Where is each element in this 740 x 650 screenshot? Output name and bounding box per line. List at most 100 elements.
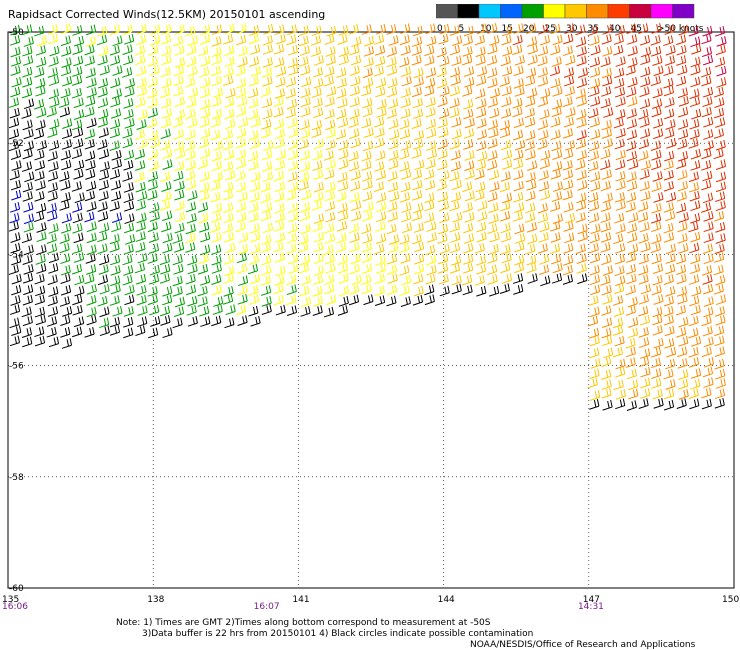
wind-barb	[413, 241, 425, 253]
barb-staff	[387, 207, 398, 212]
barb-feather	[718, 149, 721, 157]
barb-staff	[185, 176, 195, 181]
wind-barb	[513, 180, 524, 192]
barb-feather	[78, 98, 81, 106]
barb-staff	[450, 156, 461, 161]
barb-feather	[28, 99, 32, 107]
wind-barb	[451, 55, 462, 67]
barb-feather	[605, 233, 609, 241]
barb-feather	[711, 140, 714, 148]
barb-feather	[65, 88, 68, 96]
barb-staff	[198, 144, 209, 149]
wind-barb	[72, 44, 83, 55]
barb-feather	[482, 88, 486, 96]
barb-staff	[651, 113, 662, 118]
wind-barb	[539, 34, 551, 46]
wind-barb	[463, 222, 474, 234]
wind-barb	[225, 87, 236, 99]
barb-feather	[645, 191, 648, 199]
barb-staff	[122, 144, 133, 149]
wind-barb	[174, 189, 185, 201]
barb-feather	[131, 192, 134, 200]
barb-feather	[245, 243, 249, 252]
barb-staff	[477, 72, 487, 77]
barb-staff	[577, 73, 588, 78]
wind-barb	[9, 201, 21, 213]
barb-feather	[129, 78, 132, 87]
barb-feather	[92, 211, 95, 219]
barb-feather	[455, 117, 459, 126]
barb-staff	[86, 228, 97, 233]
barb-staff	[149, 144, 160, 149]
barb-feather	[342, 172, 345, 181]
barb-staff	[150, 41, 160, 46]
wind-barb	[689, 118, 700, 130]
barb-staff	[262, 177, 273, 182]
barb-staff	[298, 186, 309, 191]
barb-feather	[368, 223, 372, 231]
barb-feather	[531, 234, 535, 242]
wind-barb	[161, 181, 172, 192]
wind-barb	[161, 24, 172, 35]
wind-barb	[663, 77, 674, 89]
barb-feather	[118, 190, 122, 198]
barb-staff	[299, 217, 310, 222]
wind-barb	[487, 119, 498, 130]
wind-barb	[134, 129, 145, 140]
barb-staff	[111, 94, 122, 99]
wind-barb	[664, 108, 675, 120]
wind-barb	[449, 97, 460, 109]
wind-barb	[525, 116, 536, 128]
barb-feather	[583, 138, 587, 146]
barb-staff	[73, 134, 83, 139]
barb-feather	[454, 98, 457, 106]
barb-staff	[48, 62, 59, 67]
barb-feather	[69, 75, 73, 84]
barb-feather	[645, 47, 649, 55]
barb-feather	[708, 202, 712, 210]
barb-feather	[533, 130, 536, 138]
barb-feather	[76, 182, 79, 190]
barb-feather	[709, 46, 712, 54]
barb-feather	[392, 212, 395, 220]
barb-staff	[122, 177, 133, 182]
barb-staff	[376, 198, 386, 203]
barb-feather	[30, 191, 33, 199]
wind-barb	[21, 108, 32, 119]
barb-feather	[571, 201, 574, 210]
wind-barb	[72, 212, 83, 224]
barb-feather	[169, 148, 173, 156]
barb-feather	[80, 212, 83, 220]
barb-feather	[165, 35, 169, 43]
wind-barb	[474, 34, 485, 46]
barb-feather	[472, 190, 475, 198]
barb-staff	[550, 175, 561, 180]
barb-feather	[244, 23, 247, 31]
wind-barb	[8, 97, 20, 108]
barb-feather	[67, 200, 70, 208]
barb-feather	[693, 139, 696, 147]
wind-barb	[48, 223, 59, 234]
barb-feather	[292, 161, 296, 169]
barb-feather	[668, 170, 671, 179]
legend-label: 0	[437, 24, 443, 34]
barb-feather	[365, 118, 369, 126]
wind-barb	[160, 66, 171, 78]
barb-feather	[27, 120, 30, 128]
wind-barb	[71, 148, 82, 160]
barb-feather	[644, 55, 648, 63]
barb-feather	[584, 77, 587, 85]
barb-staff	[159, 206, 170, 211]
barb-feather	[357, 180, 361, 188]
barb-feather	[556, 150, 560, 158]
barb-feather	[64, 172, 67, 180]
barb-staff	[349, 248, 360, 253]
barb-feather	[281, 106, 284, 115]
barb-staff	[48, 167, 59, 172]
wind-barb	[288, 149, 299, 161]
barb-feather	[333, 46, 336, 54]
barb-feather	[697, 160, 701, 168]
barb-feather	[321, 55, 324, 63]
barb-feather	[93, 36, 96, 44]
barb-feather	[116, 150, 119, 159]
